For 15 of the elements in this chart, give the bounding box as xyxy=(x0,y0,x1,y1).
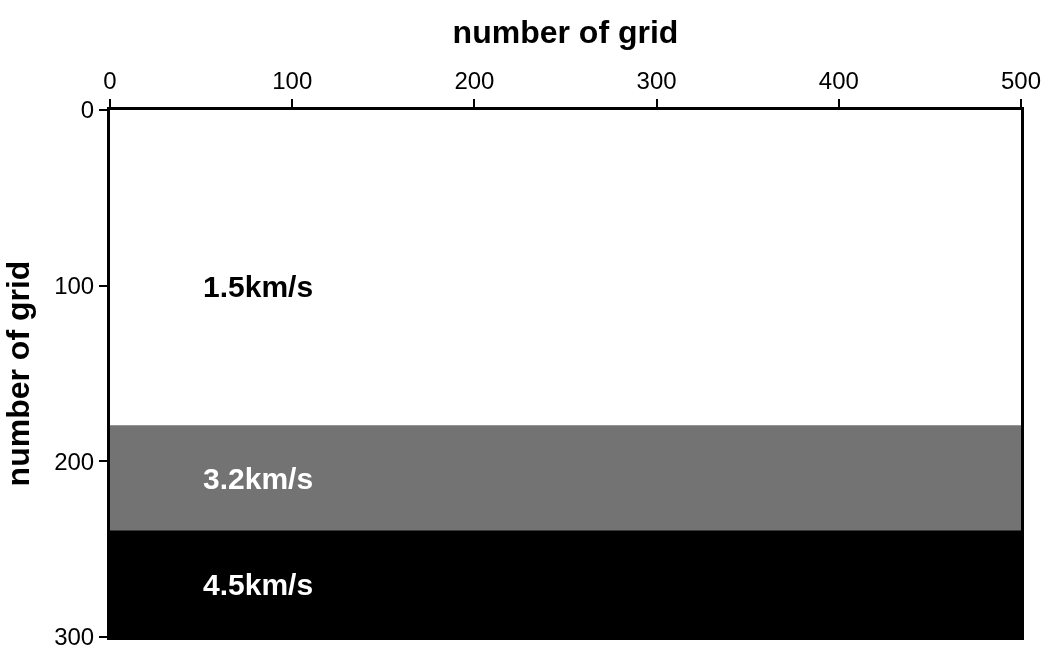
y-tick-label: 0 xyxy=(80,96,95,124)
x-tick-label: 200 xyxy=(454,67,495,95)
y-tick-label: 200 xyxy=(54,447,95,475)
x-axis-title: number of grid xyxy=(452,13,679,50)
x-tick-label: 300 xyxy=(636,67,677,95)
y-tick-label: 300 xyxy=(54,623,95,651)
y-axis-title: number of grid xyxy=(0,260,37,487)
x-tick-label: 100 xyxy=(272,67,313,95)
annotation: 1.5km/s xyxy=(203,270,314,303)
band-label: 4.5km/s xyxy=(203,568,314,601)
y-tick-label: 100 xyxy=(54,272,95,300)
x-tick-label: 400 xyxy=(818,67,859,95)
x-tick-label: 500 xyxy=(1000,67,1042,95)
band-label: 3.2km/s xyxy=(203,462,314,495)
x-tick-label: 0 xyxy=(103,67,117,95)
